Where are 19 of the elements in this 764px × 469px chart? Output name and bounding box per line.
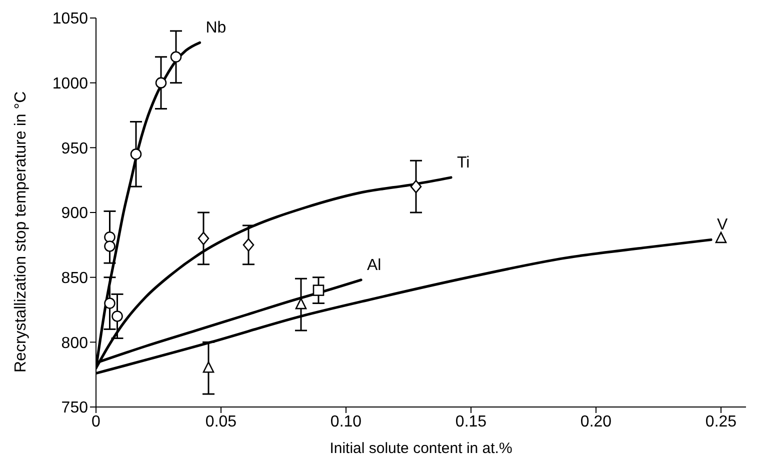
x-tick-label: 0.15 [455,413,487,430]
x-tick-label: 0.05 [205,413,237,430]
y-tick-label: 850 [61,270,88,288]
x-tick-label: 0.25 [705,413,737,430]
series-label: Ti [457,154,470,172]
y-tick-label: 800 [61,334,88,352]
y-tick-label: 1000 [52,76,88,93]
series-label: V [717,216,728,234]
x-tick-label: 0.20 [580,413,612,430]
y-tick-label: 900 [61,205,88,222]
x-tick-label: 0.10 [330,413,362,430]
x-axis-title: Initial solute content in at.% [330,440,512,457]
y-tick-label: 950 [61,140,88,158]
x-tick-label: 0 [92,413,101,430]
series-label: Al [367,256,382,274]
y-tick-label: 1050 [52,10,88,28]
series-label: Nb [206,20,226,37]
y-tick-label: 750 [61,400,88,417]
y-axis-title: Recrystallization stop temperature in °C [12,91,30,372]
